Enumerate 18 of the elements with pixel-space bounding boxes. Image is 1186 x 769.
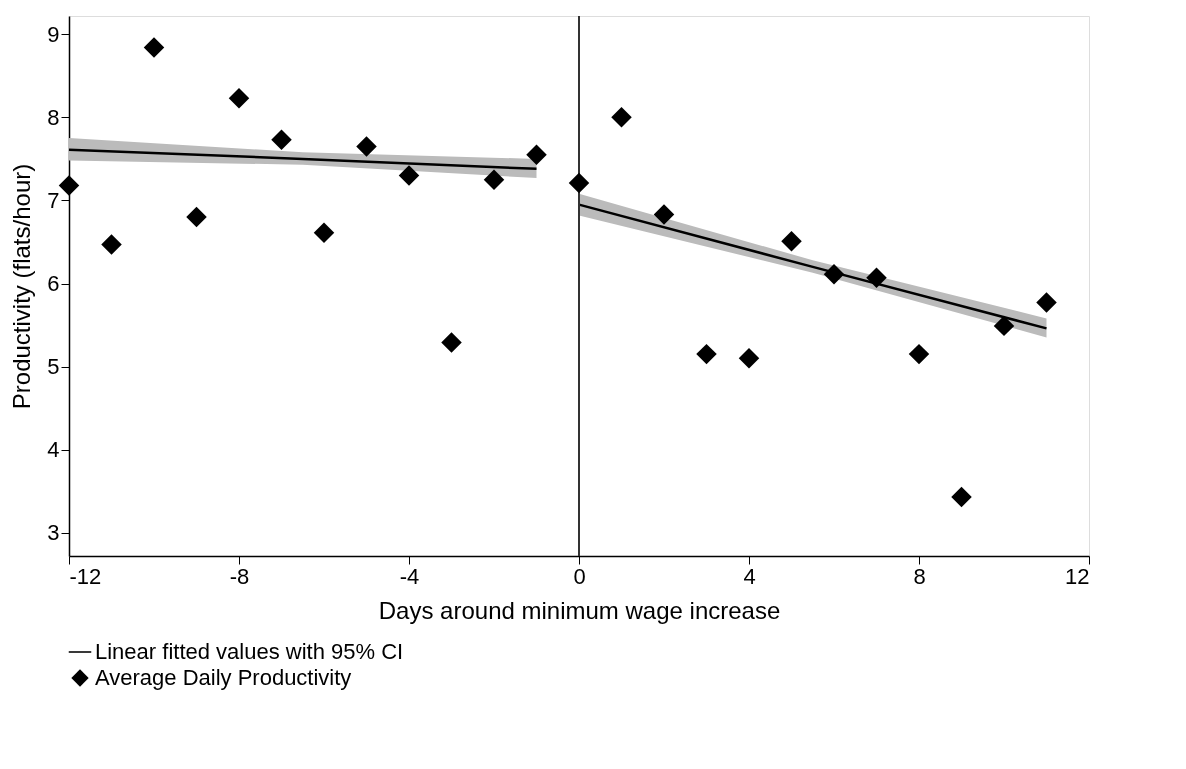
legend-label: Linear fitted values with 95% CI [95, 639, 404, 664]
y-tick-label: 6 [47, 271, 60, 297]
x-tick-label: -12 [69, 563, 102, 589]
y-tick-label: 9 [47, 21, 60, 47]
x-tick-label: 12 [1065, 563, 1090, 589]
x-tick-label: 8 [913, 563, 926, 589]
y-tick-label: 7 [47, 187, 60, 213]
legend-label: Average Daily Productivity [95, 665, 352, 690]
x-tick-label: 0 [573, 563, 586, 589]
y-tick-label: 4 [47, 437, 60, 463]
y-tick-label: 5 [47, 354, 60, 380]
y-axis-title: Productivity (flats/hour) [8, 163, 36, 410]
x-tick-label: -8 [229, 563, 250, 589]
y-tick-label: 3 [47, 520, 60, 546]
x-axis-title: Days around minimum wage increase [378, 596, 781, 624]
y-tick-label: 8 [47, 104, 60, 130]
x-tick-label: -4 [399, 563, 420, 589]
x-tick-label: 4 [743, 563, 756, 589]
